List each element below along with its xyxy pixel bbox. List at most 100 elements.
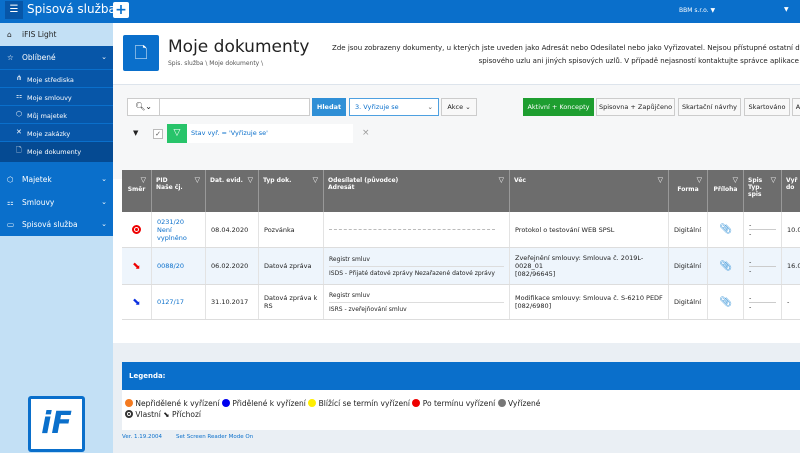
sender: Registr smluv	[329, 292, 504, 303]
filter-icon[interactable]: ▽	[732, 176, 738, 184]
pid-link[interactable]: 0231/20	[157, 217, 185, 226]
column-header-label: Vyř	[786, 177, 798, 184]
column-header[interactable]: Vyř do	[782, 170, 800, 212]
column-header-label: Věc	[514, 177, 526, 184]
description-line: spisového uzlu ani jiných spisových uzlů…	[478, 57, 800, 65]
contract-icon: ⚏	[16, 92, 23, 100]
legend-label: Po termínu vyřízení	[422, 399, 496, 408]
search-input[interactable]	[161, 99, 309, 115]
tab-more[interactable]: A	[792, 98, 800, 116]
redacted-line	[329, 229, 496, 230]
sidebar-item-label: Moje smlouvy	[27, 94, 72, 102]
actions-label: Akce	[447, 103, 464, 111]
cj-link[interactable]: Není vyplněno	[157, 225, 187, 242]
sidebar-item-smlouvy[interactable]: ⚏ Smlouvy ⌄	[0, 191, 113, 214]
filter-icon[interactable]: ▽	[194, 176, 200, 184]
search-button[interactable]: Hledat	[312, 98, 346, 116]
legend-label: Blížící se termín vyřízení	[318, 399, 410, 408]
tab-skartovano[interactable]: Skartováno	[744, 98, 790, 116]
report-select-value: 3. Vyřizuje se	[355, 103, 399, 111]
version-text: Ver. 1.19.2004	[122, 434, 162, 440]
tab-aktivni-koncepty[interactable]: Aktivní + Koncepty	[523, 98, 594, 116]
sidebar-item-home[interactable]: ⌂ iFIS Light	[0, 23, 113, 46]
table-cell: Registr smluv ISDS - Přijaté datové zpráv…	[324, 248, 510, 284]
column-header[interactable]: Forma ▽	[669, 170, 708, 212]
filter-text[interactable]: Stav vyř. = 'Vyřizuje se'	[187, 124, 353, 143]
divider	[113, 84, 800, 85]
table-cell: 📎︎	[708, 248, 744, 284]
table-row[interactable]: ⬊ 0127/17 31.10.2017 Datová zpráva k RS Regi…	[122, 285, 800, 320]
filter-icon[interactable]: ▽	[498, 176, 504, 184]
table-cell: 0127/17	[152, 285, 206, 319]
tab-spisovna-zapujceno[interactable]: Spisovna + Zapůjčeno	[596, 98, 675, 116]
date: 08.04.2020	[211, 225, 249, 234]
chevron-down-icon: ⌄	[427, 103, 433, 111]
sidebar-item-favorites[interactable]: ☆ Oblíbené ⌄	[0, 46, 113, 69]
table-row[interactable]: ⬊ 0088/20 06.02.2020 Datová zpráva Registr s…	[122, 248, 800, 285]
column-header[interactable]: Dat. evid. ▽	[206, 170, 259, 212]
typ-spis: -	[749, 302, 752, 311]
chevron-down-icon: ⌄	[101, 220, 107, 228]
table-header: Směr ▽ PID Naše čj. ▽ Dat. evid. ▽ Typ dok. ▽ Ode…	[122, 170, 800, 212]
remove-filter-icon[interactable]: ×	[362, 128, 370, 138]
paperclip-icon[interactable]: 📎︎	[719, 224, 732, 235]
column-header[interactable]: Věc ▽	[510, 170, 669, 212]
filter-icon[interactable]: ▽	[696, 176, 702, 184]
filter-icon[interactable]: ▽	[312, 176, 318, 184]
plus-icon[interactable]: +	[113, 2, 129, 18]
filter-checkbox[interactable]: ✓	[153, 129, 163, 139]
org-menu[interactable]: BBM s.r.o. ▼	[679, 7, 716, 14]
star-icon: ☆	[7, 53, 14, 62]
sidebar-item-moje-smlouvy[interactable]: ⚏ Moje smlouvy	[0, 88, 113, 105]
filter-icon[interactable]: ▽	[770, 176, 776, 184]
collapse-toggle-icon[interactable]: ▼	[133, 129, 139, 137]
column-header[interactable]: Typ dok. ▽	[259, 170, 324, 212]
pid-link[interactable]: 0127/17	[157, 298, 185, 306]
app-title: Spisová služba	[27, 2, 116, 16]
user-menu[interactable]: ▼	[784, 6, 789, 13]
table-cell: Pozvánka	[259, 212, 324, 247]
chevron-down-icon: ⌄	[101, 53, 107, 61]
paperclip-icon[interactable]: 📎︎	[719, 260, 732, 272]
breadcrumb[interactable]: Spis. služba \ Moje dokumenty \	[168, 60, 264, 67]
table-cell: Zveřejnění smlouvy: Smlouva č. 2019L-002…	[510, 248, 669, 284]
legend: Legenda: Nepřidělené k vyřízení Přidělen…	[122, 362, 800, 430]
filter-icon[interactable]: ▽	[657, 176, 663, 184]
cube-icon: ⬡	[7, 175, 14, 184]
hierarchy-icon: ⋔	[16, 74, 22, 82]
actions-button[interactable]: Akce ⌄	[441, 98, 477, 116]
paperclip-icon[interactable]: 📎︎	[719, 296, 732, 308]
pid-link[interactable]: 0088/20	[157, 262, 185, 270]
filter-icon[interactable]: ▽	[140, 176, 146, 184]
column-header-label: PID	[156, 177, 168, 184]
column-header[interactable]: Odesílatel (původce) Adresát ▽	[324, 170, 510, 212]
filter-icon[interactable]: ▽	[247, 176, 253, 184]
tab-skartacni-navrhy[interactable]: Skartační návrhy	[678, 98, 741, 116]
sidebar-item-muj-majetek[interactable]: ⬡ Můj majetek	[0, 106, 113, 123]
table-row[interactable]: 0231/20 Není vyplněno 08.04.2020 Pozvánka Pr…	[122, 212, 800, 248]
typ-spis: -	[749, 266, 752, 275]
column-header[interactable]: Spis Typ. spis ▽	[744, 170, 782, 212]
search-column-select[interactable]: 🔍︎⌄	[128, 99, 160, 115]
column-header-label: do	[786, 184, 795, 191]
screen-reader-link[interactable]: Set Screen Reader Mode On	[176, 434, 254, 440]
legend-dot	[221, 399, 230, 407]
sidebar-item-label: Moje zakázky	[27, 130, 71, 138]
sidebar-item-spisova-sluzba[interactable]: ▭ Spisová služba ⌄	[0, 213, 113, 236]
sidebar-item-moje-strediska[interactable]: ⋔ Moje střediska	[0, 70, 113, 87]
column-header-label: Forma	[677, 186, 699, 193]
table-cell: Datová zpráva k RS	[259, 285, 324, 319]
report-select[interactable]: 3. Vyřizuje se ⌄	[349, 98, 439, 116]
column-header[interactable]: Směr ▽	[122, 170, 152, 212]
sidebar-item-moje-zakazky[interactable]: ✕ Moje zakázky	[0, 124, 113, 141]
legend-dot	[308, 399, 317, 407]
hamburger-icon[interactable]: ☰	[5, 1, 23, 19]
doc-type: Pozvánka	[264, 225, 295, 234]
column-header[interactable]: PID Naše čj. ▽	[152, 170, 206, 212]
chevron-down-icon: ⌄	[101, 198, 107, 206]
column-header[interactable]: Příloha ▽	[708, 170, 744, 212]
sidebar-item-moje-dokumenty[interactable]: 🗋 Moje dokumenty	[0, 142, 113, 162]
sidebar-item-majetek[interactable]: ⬡ Majetek ⌄	[0, 168, 113, 191]
sidebar-item-label: Spisová služba	[22, 220, 78, 229]
legend-title: Legenda:	[122, 362, 800, 390]
